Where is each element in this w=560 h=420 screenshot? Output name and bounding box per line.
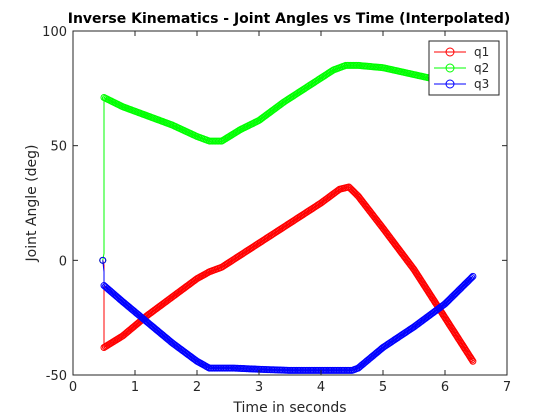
series-q3 — [99, 256, 477, 374]
legend: q1 q2 q3 — [428, 40, 500, 96]
legend-item-q2: q2 — [434, 61, 489, 75]
legend-label: q3 — [474, 77, 489, 91]
x-tick-label: 6 — [441, 380, 449, 395]
data-point — [468, 356, 476, 364]
legend-marker-icon — [445, 47, 455, 57]
x-tick-label: 0 — [69, 380, 77, 395]
y-tick-label: 100 — [42, 25, 67, 40]
x-tick-label: 3 — [255, 380, 263, 395]
y-tick-label: -50 — [46, 369, 67, 384]
chart-title: Inverse Kinematics - Joint Angles vs Tim… — [68, 11, 511, 27]
legend-item-q3: q3 — [434, 77, 489, 91]
x-tick-label: 4 — [317, 380, 325, 395]
series-q1 — [99, 183, 477, 365]
y-tick-label: 50 — [50, 140, 67, 155]
legend-label: q2 — [474, 61, 489, 75]
legend-item-q1: q1 — [434, 45, 489, 59]
x-tick-label: 5 — [379, 380, 387, 395]
y-tick-label: 0 — [59, 254, 67, 269]
x-tick-label: 1 — [131, 380, 139, 395]
x-tick-label: 2 — [193, 380, 201, 395]
y-axis-label: Joint Angle (deg) — [24, 145, 40, 263]
x-axis-label: Time in seconds — [232, 400, 346, 416]
data-point — [468, 274, 476, 282]
series-layer — [99, 61, 477, 374]
data-point — [469, 357, 477, 365]
legend-marker-icon — [445, 79, 455, 89]
legend-label: q1 — [474, 45, 489, 59]
data-point — [467, 275, 475, 283]
axes-box — [72, 30, 508, 376]
series-q2 — [99, 61, 477, 264]
x-tick-label: 7 — [503, 380, 511, 395]
data-point — [99, 256, 107, 264]
data-point — [469, 272, 477, 280]
legend-marker-icon — [445, 63, 455, 73]
